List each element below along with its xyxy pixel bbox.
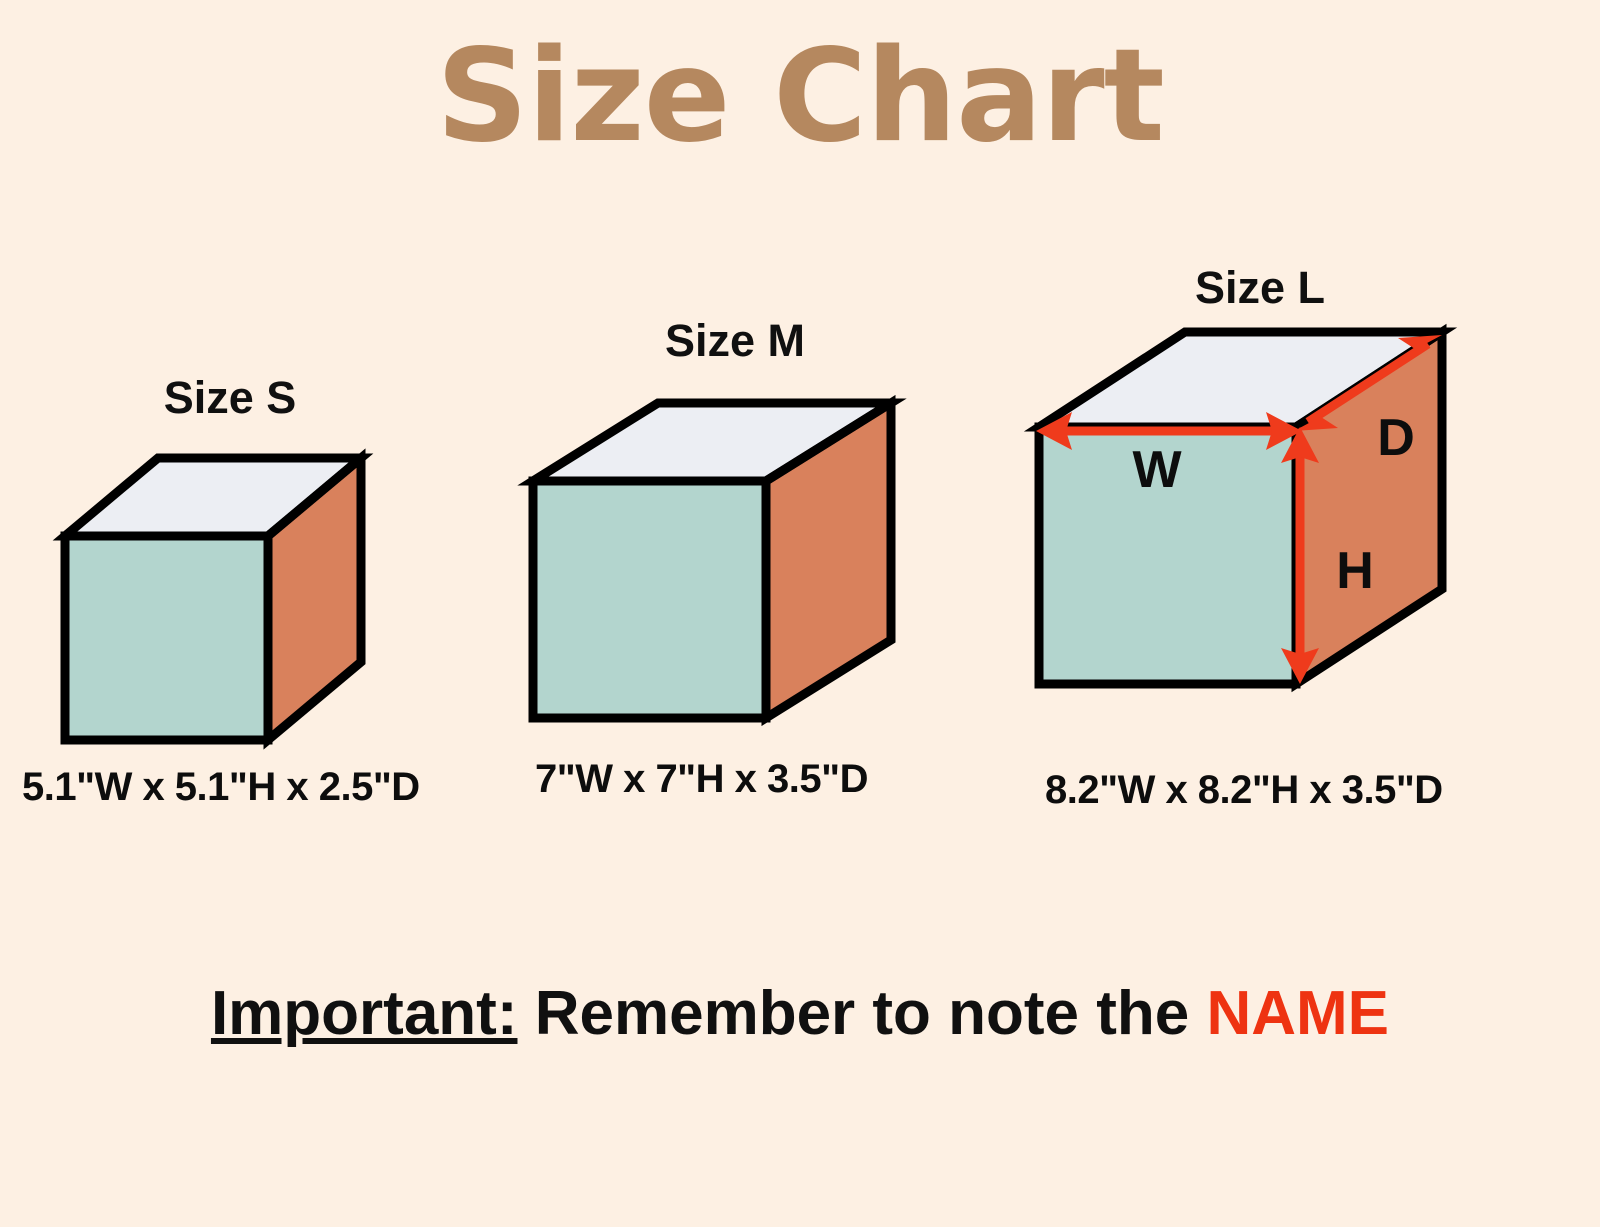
- dimensions-text-l: 8.2"W x 8.2"H x 3.5"D: [1045, 768, 1443, 812]
- width-arrow-head-left: [1036, 412, 1072, 450]
- height-dimension-arrow: [1281, 427, 1319, 684]
- important-accent-word: NAME: [1206, 979, 1390, 1048]
- box-l-side-face: [1296, 332, 1442, 684]
- size-label-m: Size M: [664, 315, 806, 366]
- box-m-top-face: [533, 403, 891, 481]
- box-size-s: [52, 448, 374, 750]
- width-marker-label: W: [1132, 441, 1182, 499]
- important-message: Remember to note the: [517, 979, 1207, 1048]
- page-title: Size Chart: [436, 22, 1165, 171]
- dimensions-text-m: 7"W x 7"H x 3.5"D: [535, 757, 868, 801]
- important-note: Important: Remember to note the NAME: [0, 978, 1600, 1049]
- box-size-l: W H D: [1023, 323, 1458, 693]
- box-m-side-face: [766, 403, 891, 718]
- depth-arrow-head-upper: [1398, 335, 1442, 358]
- depth-marker-label: D: [1377, 409, 1415, 467]
- box-m-side-outline: [761, 394, 896, 727]
- box-s-front-face: [65, 536, 268, 740]
- size-label-l: Size L: [1194, 262, 1326, 313]
- box-size-m: [517, 394, 907, 727]
- size-label-s: Size S: [163, 372, 297, 423]
- height-arrow-head-bottom: [1281, 648, 1319, 684]
- width-dimension-arrow: [1036, 412, 1302, 450]
- height-marker-label: H: [1336, 542, 1374, 600]
- depth-dimension-arrow: [1294, 335, 1442, 431]
- depth-arrow-head-lower: [1294, 408, 1338, 431]
- box-s-side-face: [268, 458, 361, 740]
- width-arrow-head-right: [1266, 412, 1302, 450]
- box-s-side-outline: [263, 448, 366, 750]
- dimensions-text-s: 5.1"W x 5.1"H x 2.5"D: [22, 765, 420, 809]
- box-l-front-face: [1039, 427, 1296, 684]
- important-label: Important:: [210, 979, 518, 1048]
- depth-arrow-shaft: [1305, 340, 1431, 426]
- box-m-front-face: [533, 481, 766, 718]
- height-arrow-head-top: [1281, 427, 1319, 463]
- box-l-top-face: [1039, 332, 1442, 427]
